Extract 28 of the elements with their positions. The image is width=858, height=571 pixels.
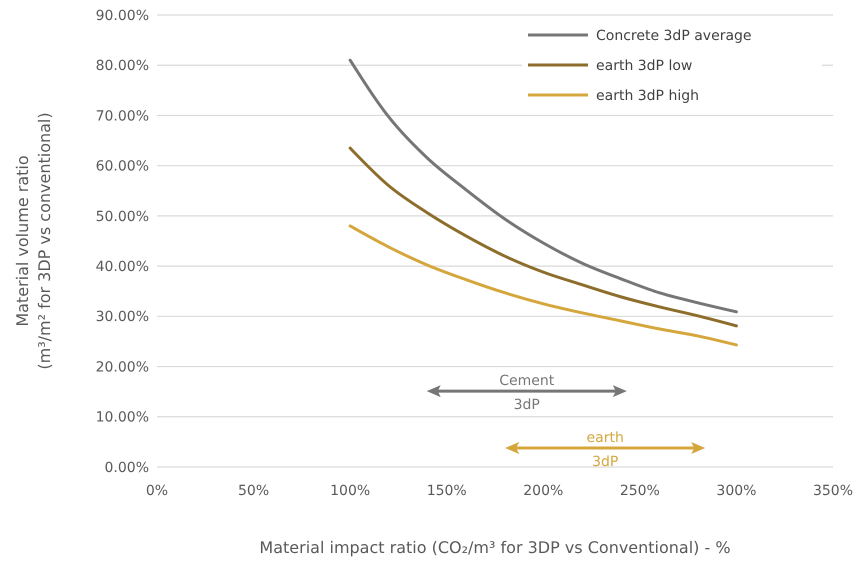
y-tick-label: 30.00% [96, 309, 149, 326]
annotation: Cement 3dP [499, 373, 555, 414]
y-tick-label: 80.00% [96, 58, 149, 74]
y-tick-label: 50.00% [96, 208, 149, 225]
y-tick-label: 10.00% [96, 410, 149, 426]
legend-label: earth 3dP low [596, 58, 692, 74]
y-tick-label: 90.00% [96, 8, 149, 24]
x-tick-label: 200% [523, 483, 564, 499]
y-tick-label: 70.00% [96, 108, 149, 124]
y-tick-label: 60.00% [96, 158, 149, 175]
x-tick-label: 350% [812, 483, 854, 499]
x-tick-label: 50% [238, 483, 270, 499]
y-axis-title: Material volume ratio (m³/m² for 3DP vs conventional) [13, 112, 54, 370]
x-tick-label: 250% [620, 483, 660, 499]
line-series [348, 58, 738, 314]
x-tick-label: 0% [146, 483, 168, 499]
x-tick-label: 300% [716, 483, 756, 499]
x-axis-title: Material impact ratio (CO₂/m³ for 3DP vs Conventional) - % [259, 538, 731, 557]
legend-label: earth 3dP high [596, 88, 699, 104]
y-tick-label: 40.00% [96, 259, 149, 276]
x-tick-label: 150% [426, 483, 467, 499]
x-tick-label: 100% [330, 483, 370, 499]
y-tick-label: 0.00% [104, 460, 149, 476]
annotation: earth 3dP [586, 430, 624, 470]
legend-label: Concrete 3dP average [596, 28, 752, 44]
line-series [348, 224, 738, 346]
y-tick-label: 20.00% [96, 359, 149, 376]
line-series [348, 146, 738, 328]
